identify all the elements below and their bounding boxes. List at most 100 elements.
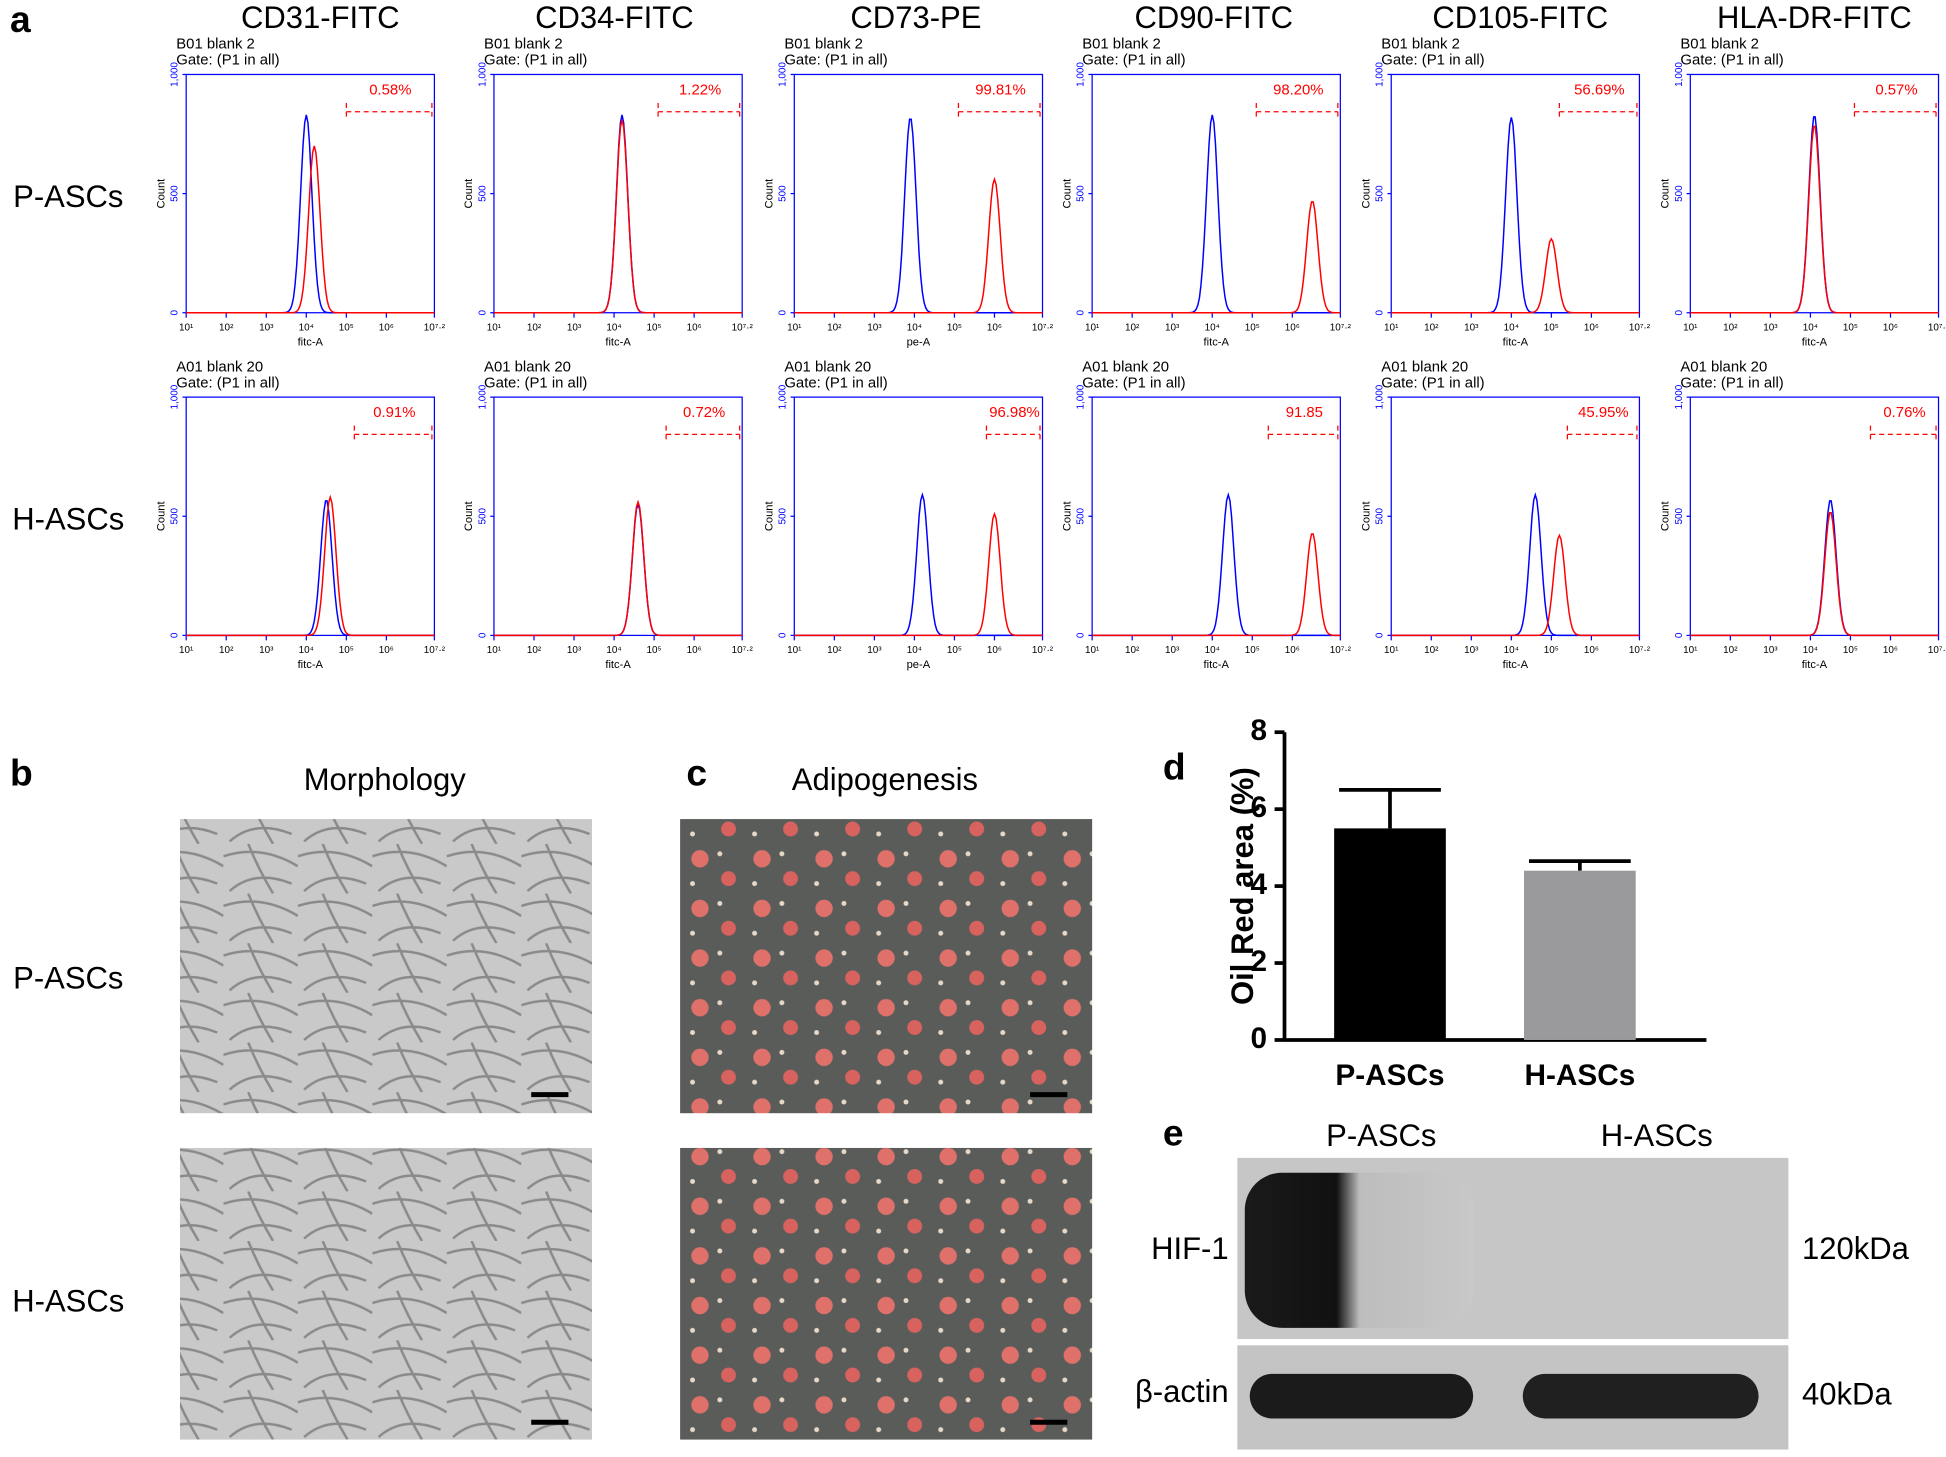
y-tick-label: 500 bbox=[1375, 508, 1386, 525]
x-tick-label: 10⁶ bbox=[687, 645, 702, 656]
gate-text: Gate: (P1 in all) bbox=[784, 375, 887, 391]
x-tick-label: 10³ bbox=[1165, 322, 1180, 333]
y-axis-label: Oil Red area (%) bbox=[1225, 767, 1260, 1005]
gate-text: Gate: (P1 in all) bbox=[1381, 375, 1484, 391]
x-tick-label: 10⁶ bbox=[1285, 645, 1300, 656]
column-title: Morphology bbox=[304, 762, 467, 797]
column-title: Adipogenesis bbox=[792, 762, 978, 797]
x-tick-label: 10¹ bbox=[1384, 645, 1399, 656]
x-tick-label: 10⁶ bbox=[1584, 322, 1599, 333]
gate-marker bbox=[345, 103, 433, 121]
x-tick-label: 10⁴ bbox=[1205, 322, 1220, 333]
histogram-control bbox=[1092, 492, 1341, 637]
x-tick-label: 10² bbox=[527, 645, 542, 656]
gate-marker bbox=[1558, 103, 1638, 121]
x-tick-label: 10⁷·² bbox=[1629, 322, 1651, 333]
gate-text: Gate: (P1 in all) bbox=[484, 53, 587, 69]
y-tick-label: 6 bbox=[1251, 791, 1268, 824]
y-tick-label: 500 bbox=[170, 508, 181, 525]
row-label: P-ASCs bbox=[13, 179, 123, 214]
x-axis-label: fitc-A bbox=[1503, 336, 1529, 348]
gate-text: Gate: (P1 in all) bbox=[1082, 53, 1185, 69]
protein-label: β-actin bbox=[1135, 1374, 1229, 1409]
x-tick-label: 10⁴ bbox=[1504, 322, 1519, 333]
plot-frame bbox=[793, 73, 1044, 314]
micrograph bbox=[179, 1147, 593, 1440]
y-axis-label: Count bbox=[1360, 500, 1372, 531]
gate-marker bbox=[985, 425, 1041, 444]
row-label: H-ASCs bbox=[12, 501, 124, 536]
histogram-stained bbox=[186, 494, 435, 637]
x-tick-label: 10⁵ bbox=[1544, 645, 1559, 656]
column-title: CD105-FITC bbox=[1432, 0, 1608, 35]
x-tick-label: 10¹ bbox=[787, 645, 802, 656]
y-axis-label: Count bbox=[1659, 500, 1671, 531]
x-tick-label: 10² bbox=[219, 645, 234, 656]
x-tick-label: 10⁴ bbox=[606, 645, 621, 656]
x-tick-label: 10⁶ bbox=[379, 322, 394, 333]
plot-frame bbox=[185, 396, 436, 637]
y-tick-label: 1,000 bbox=[1375, 384, 1386, 409]
sample-name: B01 blank 2 bbox=[1082, 37, 1161, 53]
y-tick-label: 1,000 bbox=[170, 384, 181, 409]
panel-label: c bbox=[686, 751, 707, 793]
micrograph bbox=[179, 819, 593, 1114]
x-tick-label: 10⁶ bbox=[987, 322, 1002, 333]
x-tick-label: 10⁵ bbox=[339, 322, 354, 333]
plot-frame bbox=[493, 396, 743, 637]
histogram-stained bbox=[1092, 533, 1341, 637]
plot-frame bbox=[1091, 396, 1341, 637]
x-tick-label: 10³ bbox=[259, 322, 274, 333]
row-label: H-ASCs bbox=[12, 1283, 124, 1318]
y-tick-label: 1,000 bbox=[1674, 384, 1685, 409]
y-tick-label: 8 bbox=[1251, 714, 1268, 747]
x-tick-label: 10⁴ bbox=[299, 322, 314, 333]
x-tick-label: 10⁵ bbox=[1245, 645, 1260, 656]
sample-name: A01 blank 20 bbox=[176, 359, 263, 375]
x-tick-label: H-ASCs bbox=[1524, 1059, 1635, 1092]
gate-text: Gate: (P1 in all) bbox=[484, 375, 587, 391]
x-tick-label: 10³ bbox=[259, 645, 274, 656]
x-tick-label: 10⁵ bbox=[1843, 645, 1858, 656]
gate-text: Gate: (P1 in all) bbox=[1381, 53, 1484, 69]
histogram-control bbox=[794, 118, 1043, 314]
sample-name: A01 blank 20 bbox=[1082, 359, 1169, 375]
y-tick-label: 1,000 bbox=[778, 384, 789, 409]
y-axis-label: Count bbox=[1360, 178, 1372, 209]
histogram-control bbox=[493, 501, 743, 637]
histogram-stained bbox=[493, 499, 743, 637]
bar bbox=[1524, 870, 1636, 1040]
x-tick-label: 10⁵ bbox=[647, 322, 662, 333]
gate-marker bbox=[657, 103, 741, 121]
gate-percent: 96.98% bbox=[989, 405, 1039, 421]
panel-label: a bbox=[10, 0, 31, 40]
histogram-stained bbox=[1690, 125, 1939, 314]
panel-label: d bbox=[1163, 745, 1186, 787]
x-tick-label: 10⁵ bbox=[1544, 322, 1559, 333]
y-tick-label: 500 bbox=[778, 508, 789, 525]
x-tick-label: 10³ bbox=[867, 645, 882, 656]
gate-percent: 0.58% bbox=[369, 83, 411, 99]
y-axis-label: Count bbox=[155, 178, 167, 209]
x-tick-label: 10² bbox=[1424, 645, 1439, 656]
x-tick-label: 10⁷·² bbox=[1629, 645, 1651, 656]
column-title: CD34-FITC bbox=[535, 0, 694, 35]
gate-percent: 91.85 bbox=[1286, 405, 1323, 421]
panel-label: b bbox=[10, 751, 33, 793]
y-tick-label: 0 bbox=[477, 309, 488, 315]
histogram-control bbox=[493, 114, 743, 314]
x-tick-label: 10⁵ bbox=[1843, 322, 1858, 333]
x-tick-label: 10⁴ bbox=[299, 645, 314, 656]
column-title: CD90-FITC bbox=[1134, 0, 1293, 35]
x-tick-label: 10³ bbox=[567, 322, 582, 333]
gate-percent: 99.81% bbox=[975, 83, 1025, 99]
y-tick-label: 0 bbox=[1375, 309, 1386, 315]
y-tick-label: 1,000 bbox=[477, 62, 488, 87]
x-tick-label: 10⁷·² bbox=[732, 645, 754, 656]
histogram-stained bbox=[794, 511, 1043, 637]
x-tick-label: 10⁷·² bbox=[1928, 322, 1946, 333]
x-tick-label: 10⁷·² bbox=[1032, 322, 1054, 333]
gate-percent: 0.76% bbox=[1883, 405, 1925, 421]
x-tick-label: 10⁵ bbox=[647, 645, 662, 656]
